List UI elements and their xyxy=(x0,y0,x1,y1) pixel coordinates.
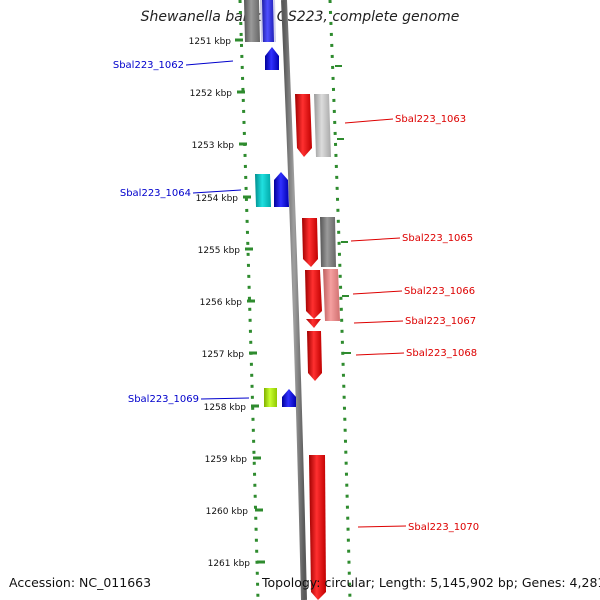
gene-arrow xyxy=(309,455,326,600)
gene-label-sbal223-1069[interactable]: Sbal223_1069 xyxy=(128,394,199,405)
gene-arrow xyxy=(264,388,277,407)
gene-arrow xyxy=(302,218,318,267)
gene-label-sbal223-1064[interactable]: Sbal223_1064 xyxy=(120,188,191,199)
scale-tick-labels: 1251 kbp 1252 kbp 1253 kbp 1254 kbp 1255… xyxy=(189,37,251,569)
tick-label: 1260 kbp xyxy=(206,507,249,517)
tick-label: 1256 kbp xyxy=(200,298,243,308)
gene-callout-sbal223-1064[interactable]: Sbal223_1064 xyxy=(120,188,242,199)
tick-label: 1254 kbp xyxy=(196,194,239,204)
tick-label: 1258 kbp xyxy=(204,403,247,413)
genome-stats-label: Topology: circular; Length: 5,145,902 bp… xyxy=(262,575,600,590)
gene-arrow xyxy=(295,94,312,157)
gene-callout-sbal223-1067[interactable]: Sbal223_1067 xyxy=(353,316,476,327)
tick-label: 1253 kbp xyxy=(192,141,235,151)
gene-label-sbal223-1067[interactable]: Sbal223_1067 xyxy=(405,316,476,327)
gene-callout-sbal223-1066[interactable]: Sbal223_1066 xyxy=(352,286,475,297)
callout-line xyxy=(355,352,405,356)
gene-callout-sbal223-1062[interactable]: Sbal223_1062 xyxy=(113,60,234,71)
gene-label-sbal223-1063[interactable]: Sbal223_1063 xyxy=(395,114,466,125)
gene-callout-sbal223-1065[interactable]: Sbal223_1065 xyxy=(350,233,473,244)
genome-backbone xyxy=(281,0,307,600)
gene-arrow xyxy=(265,47,279,70)
gene-label-sbal223-1070[interactable]: Sbal223_1070 xyxy=(408,522,479,533)
callout-line xyxy=(352,290,403,295)
callout-line xyxy=(192,189,242,194)
callout-line xyxy=(350,237,401,242)
gene-arrow xyxy=(262,0,274,42)
callout-line xyxy=(344,118,394,124)
gene-arrow xyxy=(282,389,296,407)
tick-label: 1257 kbp xyxy=(202,350,245,360)
accession-label: Accession: NC_011663 xyxy=(9,575,152,590)
gene-callout-sbal223-1070[interactable]: Sbal223_1070 xyxy=(357,522,479,533)
tick-label: 1252 kbp xyxy=(190,89,233,99)
callout-line xyxy=(185,60,234,66)
gene-arrow xyxy=(305,270,322,319)
tick-label: 1255 kbp xyxy=(198,246,241,256)
gene-callout-sbal223-1069[interactable]: Sbal223_1069 xyxy=(128,394,250,405)
gene-arrow xyxy=(306,319,321,328)
gene-label-sbal223-1062[interactable]: Sbal223_1062 xyxy=(113,60,184,71)
gene-arrow xyxy=(244,0,260,42)
tick-label: 1261 kbp xyxy=(208,559,251,569)
gene-arrow xyxy=(314,94,331,157)
tick-label: 1259 kbp xyxy=(205,455,248,465)
gene-arrow xyxy=(255,174,271,207)
callout-line xyxy=(357,525,407,528)
gene-label-sbal223-1068[interactable]: Sbal223_1068 xyxy=(406,348,477,359)
map-title: Shewanella baltica OS223, complete genom… xyxy=(140,9,460,25)
tick-label: 1251 kbp xyxy=(189,37,232,47)
gene-label-sbal223-1066[interactable]: Sbal223_1066 xyxy=(404,286,475,297)
gene-callout-sbal223-1068[interactable]: Sbal223_1068 xyxy=(355,348,477,359)
gene-arrow xyxy=(307,331,322,381)
callout-line xyxy=(200,397,250,400)
scale-ticks xyxy=(235,38,351,564)
callout-line xyxy=(353,320,404,324)
gene-arrow xyxy=(323,269,340,321)
gene-arrow xyxy=(320,217,336,267)
gene-label-sbal223-1065[interactable]: Sbal223_1065 xyxy=(402,233,473,244)
gene-arrow xyxy=(274,172,289,207)
gene-callout-sbal223-1063[interactable]: Sbal223_1063 xyxy=(344,114,466,125)
